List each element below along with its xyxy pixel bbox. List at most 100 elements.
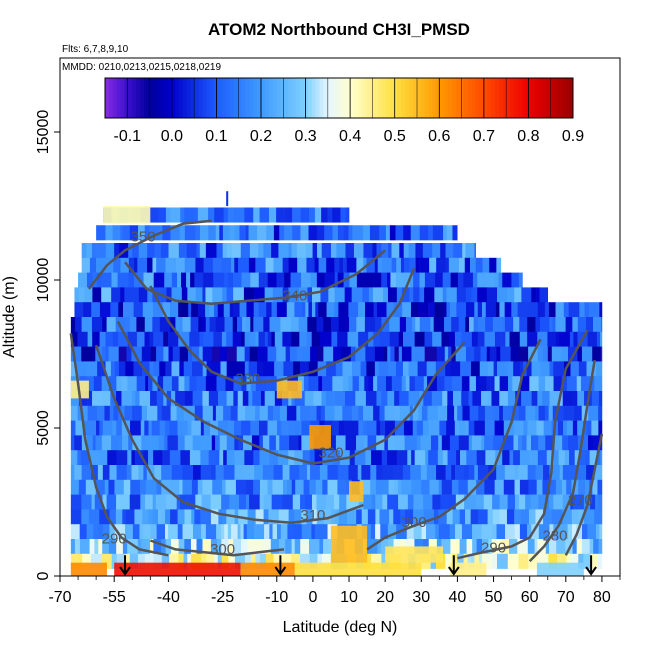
- heatmap-cell-r6-c23: [239, 302, 247, 318]
- heatmap-cell-r17-c61: [543, 465, 550, 481]
- heatmap-cell-r16-c9: [134, 450, 144, 466]
- heatmap-cell-r12-c17: [184, 391, 193, 407]
- colorbar-swatch-9: [140, 78, 145, 118]
- heatmap-cell-r16-c46: [411, 450, 415, 466]
- heatmap-cell-r2-c46: [399, 243, 405, 259]
- heatmap-cell-r22-c59: [450, 539, 457, 555]
- heatmap-cell-r6-c46: [376, 302, 387, 318]
- heatmap-cell-r13-c35: [300, 405, 310, 421]
- heatmap-cell-r4-c58: [494, 272, 499, 288]
- heatmap-cell-r7-c41: [356, 317, 366, 333]
- heatmap-cell-r17-c60: [535, 465, 544, 481]
- heatmap-cell-r0-c32: [340, 207, 346, 223]
- heatmap-cell-r0-c6: [149, 207, 159, 223]
- heatmap-cell-r14-c8: [116, 420, 123, 436]
- x-tick-label-10: 50: [485, 589, 503, 606]
- heatmap-cell-r12-c65: [521, 391, 532, 407]
- heatmap-cell-r8-c10: [144, 331, 150, 347]
- heatmap-cell-r10-c53: [470, 361, 481, 377]
- heatmap-cell-r17-c0: [70, 465, 75, 481]
- heatmap-cell-r17-c27: [282, 465, 290, 481]
- heatmap-cell-r6-c34: [308, 302, 313, 318]
- heatmap-cell-r13-c65: [502, 405, 512, 421]
- heatmap-cell-r11-c9: [136, 376, 146, 392]
- heatmap-cell-r12-c56: [461, 391, 469, 407]
- heatmap-cell-r21-c71: [531, 524, 540, 540]
- heatmap-cell-r8-c17: [189, 331, 200, 347]
- colorbar-swatch-77: [405, 78, 410, 118]
- heatmap-cell-r0-c31: [332, 207, 341, 223]
- heatmap-cell-r15-c52: [411, 435, 418, 451]
- heatmap-cell-r4-c19: [213, 272, 225, 288]
- heatmap-cell-r22-c3: [89, 539, 95, 555]
- heatmap-cell-r16-c6: [116, 450, 128, 466]
- heatmap-cell-r17-c37: [361, 465, 371, 481]
- heatmap-cell-r0-c21: [259, 207, 270, 223]
- heatmap-cell-r20-c63: [492, 509, 500, 525]
- heatmap-cell-r6-c50: [410, 302, 419, 318]
- heatmap-cell-r14-c3: [85, 420, 97, 436]
- heatmap-cell-r12-c31: [281, 391, 289, 407]
- heatmap-cell-r2-c53: [445, 243, 454, 259]
- heatmap-cell-r22-c18: [170, 539, 179, 555]
- heatmap-cell-r15-c58: [449, 435, 460, 451]
- heatmap-cell-r11-c67: [520, 376, 530, 392]
- heatmap-cell-r20-c18: [191, 509, 195, 525]
- heatmap-cell-r22-c20: [184, 539, 192, 555]
- heatmap-cell-r2-c10: [147, 243, 155, 259]
- heatmap-cell-r0-c19: [244, 207, 254, 223]
- heatmap-cell-r17-c18: [200, 465, 211, 481]
- heatmap-cell-r16-c54: [460, 450, 467, 466]
- heatmap-cell-r14-c11: [130, 420, 142, 436]
- heatmap-cell-r8-c46: [379, 331, 390, 347]
- heatmap-hotspot-10: [103, 206, 151, 224]
- heatmap-cell-r23-c2: [82, 553, 92, 569]
- heatmap-cell-r2-c55: [462, 243, 466, 259]
- heatmap-cell-r19-c32: [311, 494, 317, 510]
- contour-line-280-9: [528, 359, 596, 563]
- heatmap-cell-r17-c39: [376, 465, 384, 481]
- heatmap-cell-r23-c27: [255, 553, 261, 569]
- heatmap-cell-r15-c49: [387, 435, 395, 451]
- heatmap-cell-r10-c15: [171, 361, 180, 377]
- heatmap-cell-r17-c9: [131, 465, 139, 481]
- colorbar-swatch-70: [378, 78, 383, 118]
- heatmap-cell-r16-c30: [294, 450, 303, 466]
- heatmap-cell-r10-c60: [519, 361, 524, 377]
- heatmap-cell-r15-c45: [363, 435, 368, 451]
- heatmap-cell-r9-c36: [316, 346, 324, 362]
- heatmap-cell-r2-c49: [415, 243, 424, 259]
- heatmap-cell-r12-c51: [423, 391, 433, 407]
- heatmap-cell-r5-c11: [152, 287, 161, 303]
- heatmap-cell-r22-c10: [127, 539, 138, 555]
- heatmap-cell-r16-c24: [244, 450, 254, 466]
- heatmap-cell-r21-c31: [264, 524, 270, 540]
- heatmap-cell-r10-c37: [342, 361, 353, 377]
- heatmap-cell-r18-c74: [592, 479, 598, 495]
- colorbar-swatch-96: [479, 78, 484, 118]
- heatmap-cell-r7-c25: [237, 317, 243, 333]
- colorbar-swatch-95: [475, 78, 480, 118]
- heatmap-cell-r15-c78: [587, 435, 594, 451]
- heatmap-cell-r5-c53: [465, 287, 472, 303]
- colorbar-swatch-0: [105, 78, 110, 118]
- heatmap-cell-r16-c73: [589, 450, 597, 466]
- colorbar-swatch-100: [495, 78, 500, 118]
- heatmap-cell-r3-c50: [419, 257, 430, 273]
- colorbar-swatch-74: [393, 78, 398, 118]
- heatmap-cell-r14-c63: [474, 420, 486, 436]
- heatmap-cell-r16-c42: [381, 450, 388, 466]
- heatmap-cell-r4-c26: [267, 272, 277, 288]
- heatmap-cell-r19-c27: [271, 494, 283, 510]
- heatmap-cell-r20-c45: [367, 509, 376, 525]
- heatmap-cell-r10-c25: [244, 361, 249, 377]
- heatmap-cell-r9-c48: [398, 346, 403, 362]
- heatmap-cell-r13-c31: [272, 405, 281, 421]
- heatmap-cell-r1-c27: [273, 225, 280, 241]
- contour-line-350-8: [87, 219, 212, 290]
- colorbar-tick-label-6: 0.5: [384, 128, 406, 145]
- heatmap-cell-r17-c53: [477, 465, 489, 481]
- heatmap-cell-r6-c56: [446, 302, 451, 318]
- heatmap-cell-r7-c7: [125, 317, 131, 333]
- heatmap-cell-r7-c68: [539, 317, 550, 333]
